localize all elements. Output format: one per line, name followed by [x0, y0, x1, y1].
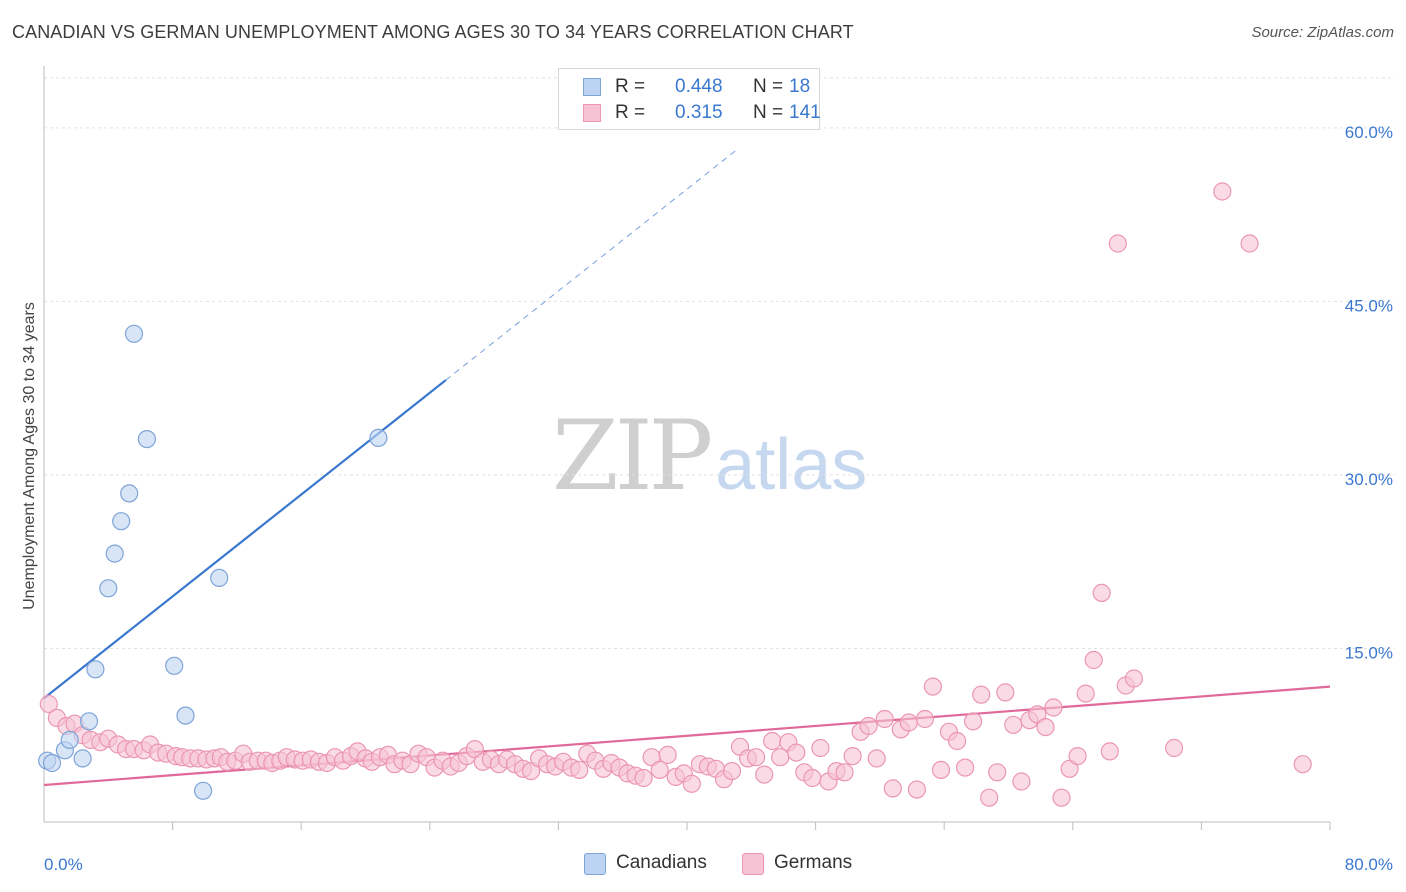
canadian-point	[112, 512, 131, 531]
axes	[43, 66, 1331, 830]
german-point	[650, 760, 669, 780]
german-point	[955, 758, 975, 777]
germans-n-value: 141	[789, 102, 821, 123]
legend-canadians-label: Canadians	[616, 852, 707, 873]
german-point	[1124, 669, 1144, 688]
x-tick-label-min: 0.0%	[44, 855, 83, 874]
german-point	[1092, 583, 1111, 603]
german-point	[875, 709, 894, 729]
canadian-point	[86, 660, 105, 679]
german-point	[915, 709, 935, 729]
german-point	[658, 745, 677, 765]
y-tick-label: 60.0%	[1345, 123, 1393, 142]
german-point	[963, 712, 983, 731]
canadian-point	[60, 730, 79, 750]
legend-germans-label: Germans	[774, 852, 853, 873]
canadian-point	[79, 712, 99, 731]
y-axis-label: Unemployment Among Ages 30 to 34 years	[21, 302, 38, 610]
germans-swatch	[583, 104, 601, 122]
y-tick-label: 15.0%	[1345, 643, 1393, 662]
trendlines	[43, 150, 1331, 787]
german-point	[1084, 650, 1103, 670]
canadian-point	[124, 324, 144, 343]
source-credit: Source: ZipAtlas.com	[1251, 24, 1394, 41]
x-tick-label-max: 80.0%	[1345, 855, 1393, 874]
canadians-swatch	[583, 78, 601, 96]
german-point	[39, 694, 58, 714]
german-point	[907, 780, 927, 799]
legend-canadians-swatch	[584, 853, 606, 875]
canadians-n-label: N =	[753, 76, 784, 97]
canadian-point	[165, 656, 184, 675]
canadians-r-label: R =	[615, 76, 646, 97]
canadian-point	[137, 430, 156, 449]
german-point	[835, 763, 854, 782]
german-point	[1213, 182, 1232, 201]
canadian-point	[369, 428, 388, 447]
canadian-point	[99, 579, 118, 598]
y-tick-label: 30.0%	[1345, 470, 1393, 489]
canadian-point	[105, 544, 124, 563]
canadian-point	[176, 706, 195, 725]
german-point	[1068, 746, 1087, 766]
german-point	[1012, 772, 1031, 791]
chart-title: CANADIAN VS GERMAN UNEMPLOYMENT AMONG AG…	[12, 22, 854, 42]
german-point	[1052, 788, 1071, 807]
canadians-trendline-extension	[445, 150, 736, 381]
canadian-point	[42, 753, 62, 773]
german-point	[1293, 755, 1312, 774]
german-point	[883, 779, 902, 798]
german-point	[931, 760, 951, 780]
germans-r-label: R =	[615, 102, 646, 123]
german-point	[682, 774, 701, 793]
german-point	[746, 748, 766, 767]
german-point	[771, 748, 790, 767]
legend-germans-swatch	[742, 853, 764, 875]
data-points	[38, 182, 1312, 807]
canadian-point	[73, 749, 92, 768]
german-point	[843, 746, 862, 766]
german-point	[1076, 684, 1095, 703]
german-point	[1004, 715, 1023, 734]
german-point	[1108, 234, 1127, 253]
german-point	[787, 743, 806, 762]
german-point	[634, 768, 653, 788]
y-tick-label: 45.0%	[1345, 296, 1393, 315]
canadians-n-value: 18	[789, 76, 811, 97]
german-point	[1028, 705, 1047, 724]
german-point	[947, 731, 967, 751]
german-point	[867, 749, 886, 768]
german-point	[763, 731, 782, 751]
canadian-point	[210, 568, 229, 588]
german-point	[972, 685, 991, 704]
german-point	[996, 683, 1015, 702]
canadian-point	[120, 484, 139, 503]
gridlines	[44, 77, 1395, 649]
german-point	[859, 716, 878, 736]
german-point	[899, 713, 918, 732]
german-point	[1100, 742, 1119, 761]
tick-labels: 15.0% 30.0% 45.0% 60.0% 0.0% 80.0%	[44, 123, 1393, 874]
germans-r-value: 0.315	[675, 102, 723, 123]
german-point	[988, 763, 1007, 782]
german-point	[1240, 234, 1259, 253]
canadians-r-value: 0.448	[675, 76, 723, 97]
german-point	[722, 761, 742, 781]
german-point	[811, 738, 830, 758]
german-point	[570, 760, 589, 780]
german-point	[980, 788, 999, 807]
german-point	[1044, 698, 1063, 717]
german-point	[1164, 738, 1184, 758]
germans-n-label: N =	[753, 102, 784, 123]
german-point	[923, 677, 943, 696]
canadian-point	[194, 781, 213, 800]
german-point	[803, 768, 822, 788]
correlation-stats-box: R = 0.448 N = 18 R = 0.315 N = 141	[558, 68, 821, 130]
canadians-trendline	[43, 379, 447, 700]
german-point	[1036, 717, 1055, 737]
german-point	[755, 765, 774, 784]
